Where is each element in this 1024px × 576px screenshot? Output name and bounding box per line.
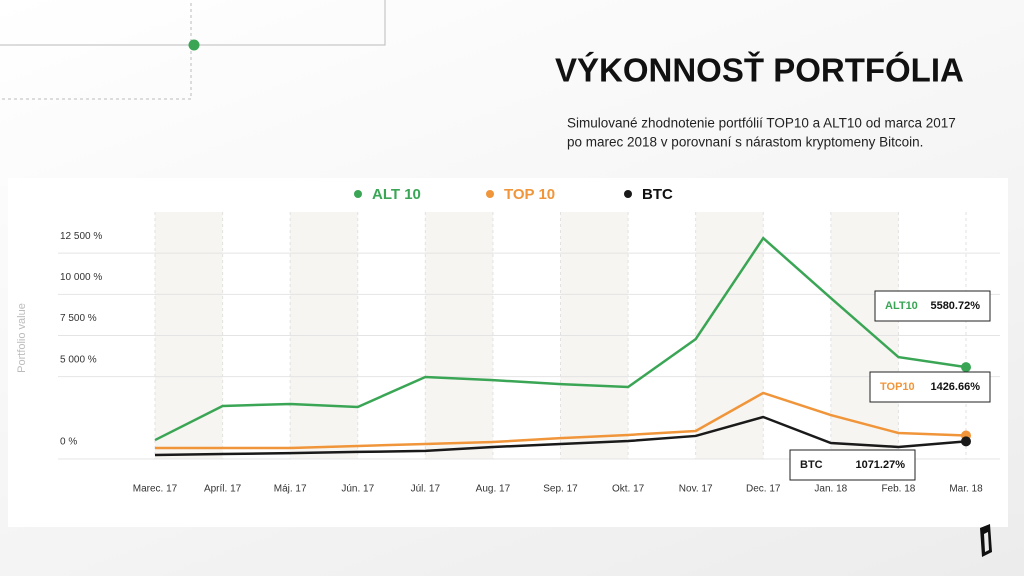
logo <box>980 524 992 557</box>
annotation-name: BTC <box>800 459 823 471</box>
y-tick-label: 7 500 % <box>60 313 97 324</box>
y-tick-label: 0 % <box>60 437 77 448</box>
decor-box <box>0 0 386 46</box>
x-tick-label: Apríl. 17 <box>204 484 242 495</box>
plot: Marec. 17 Apríl. 17 Máj. 17 Jún. 17 Júl. 17 A… <box>58 186 1000 495</box>
end-point <box>961 436 971 447</box>
x-tick-label: Dec. 17 <box>746 484 781 495</box>
subtitle: po marec 2018 v porovnaní s nárastom kry… <box>567 135 923 150</box>
legend-label: BTC <box>642 186 673 203</box>
decor-dot <box>188 39 200 51</box>
x-tick-label: Nov. 17 <box>679 484 713 495</box>
annotation-name: ALT10 <box>885 300 918 312</box>
x-tick-label: Júl. 17 <box>411 484 441 495</box>
decor-box <box>0 0 192 100</box>
x-tick-label: Okt. 17 <box>612 484 645 495</box>
series-line <box>154 236 967 442</box>
legend-dot <box>624 190 632 198</box>
annotation-box <box>874 290 991 322</box>
end-point <box>961 362 971 373</box>
x-tick-label: Jún. 17 <box>341 484 374 495</box>
y-tick-label: 10 000 % <box>60 272 102 283</box>
x-tick-label: Mar. 18 <box>949 484 983 495</box>
series-line <box>154 415 967 457</box>
annotation-box <box>789 449 916 481</box>
annotation-value: 1071.27% <box>855 459 905 471</box>
x-tick-label: Sep. 17 <box>543 484 578 495</box>
annotation-name: TOP10 <box>880 381 915 393</box>
legend-label: ALT 10 <box>372 186 421 203</box>
y-axis-label: Portfolio value <box>16 303 28 373</box>
annotation-box <box>869 371 991 403</box>
title: VÝKONNOSŤ PORTFÓLIA <box>555 52 964 89</box>
annotation-value: 5580.72% <box>930 300 980 312</box>
y-tick-label: 12 500 % <box>60 231 102 242</box>
y-tick-label: 5 000 % <box>60 354 97 365</box>
x-tick-label: Marec. 17 <box>133 484 178 495</box>
legend-dot <box>486 190 494 198</box>
x-tick-label: Aug. 17 <box>476 484 511 495</box>
subtitle: Simulované zhodnotenie portfólií TOP10 a… <box>567 116 956 131</box>
x-tick-label: Feb. 18 <box>881 484 915 495</box>
x-tick-label: Máj. 17 <box>274 484 307 495</box>
legend-label: TOP 10 <box>504 186 555 203</box>
legend-dot <box>354 190 362 198</box>
series-line <box>155 391 967 450</box>
x-tick-label: Jan. 18 <box>814 484 847 495</box>
annotation-value: 1426.66% <box>930 381 980 393</box>
